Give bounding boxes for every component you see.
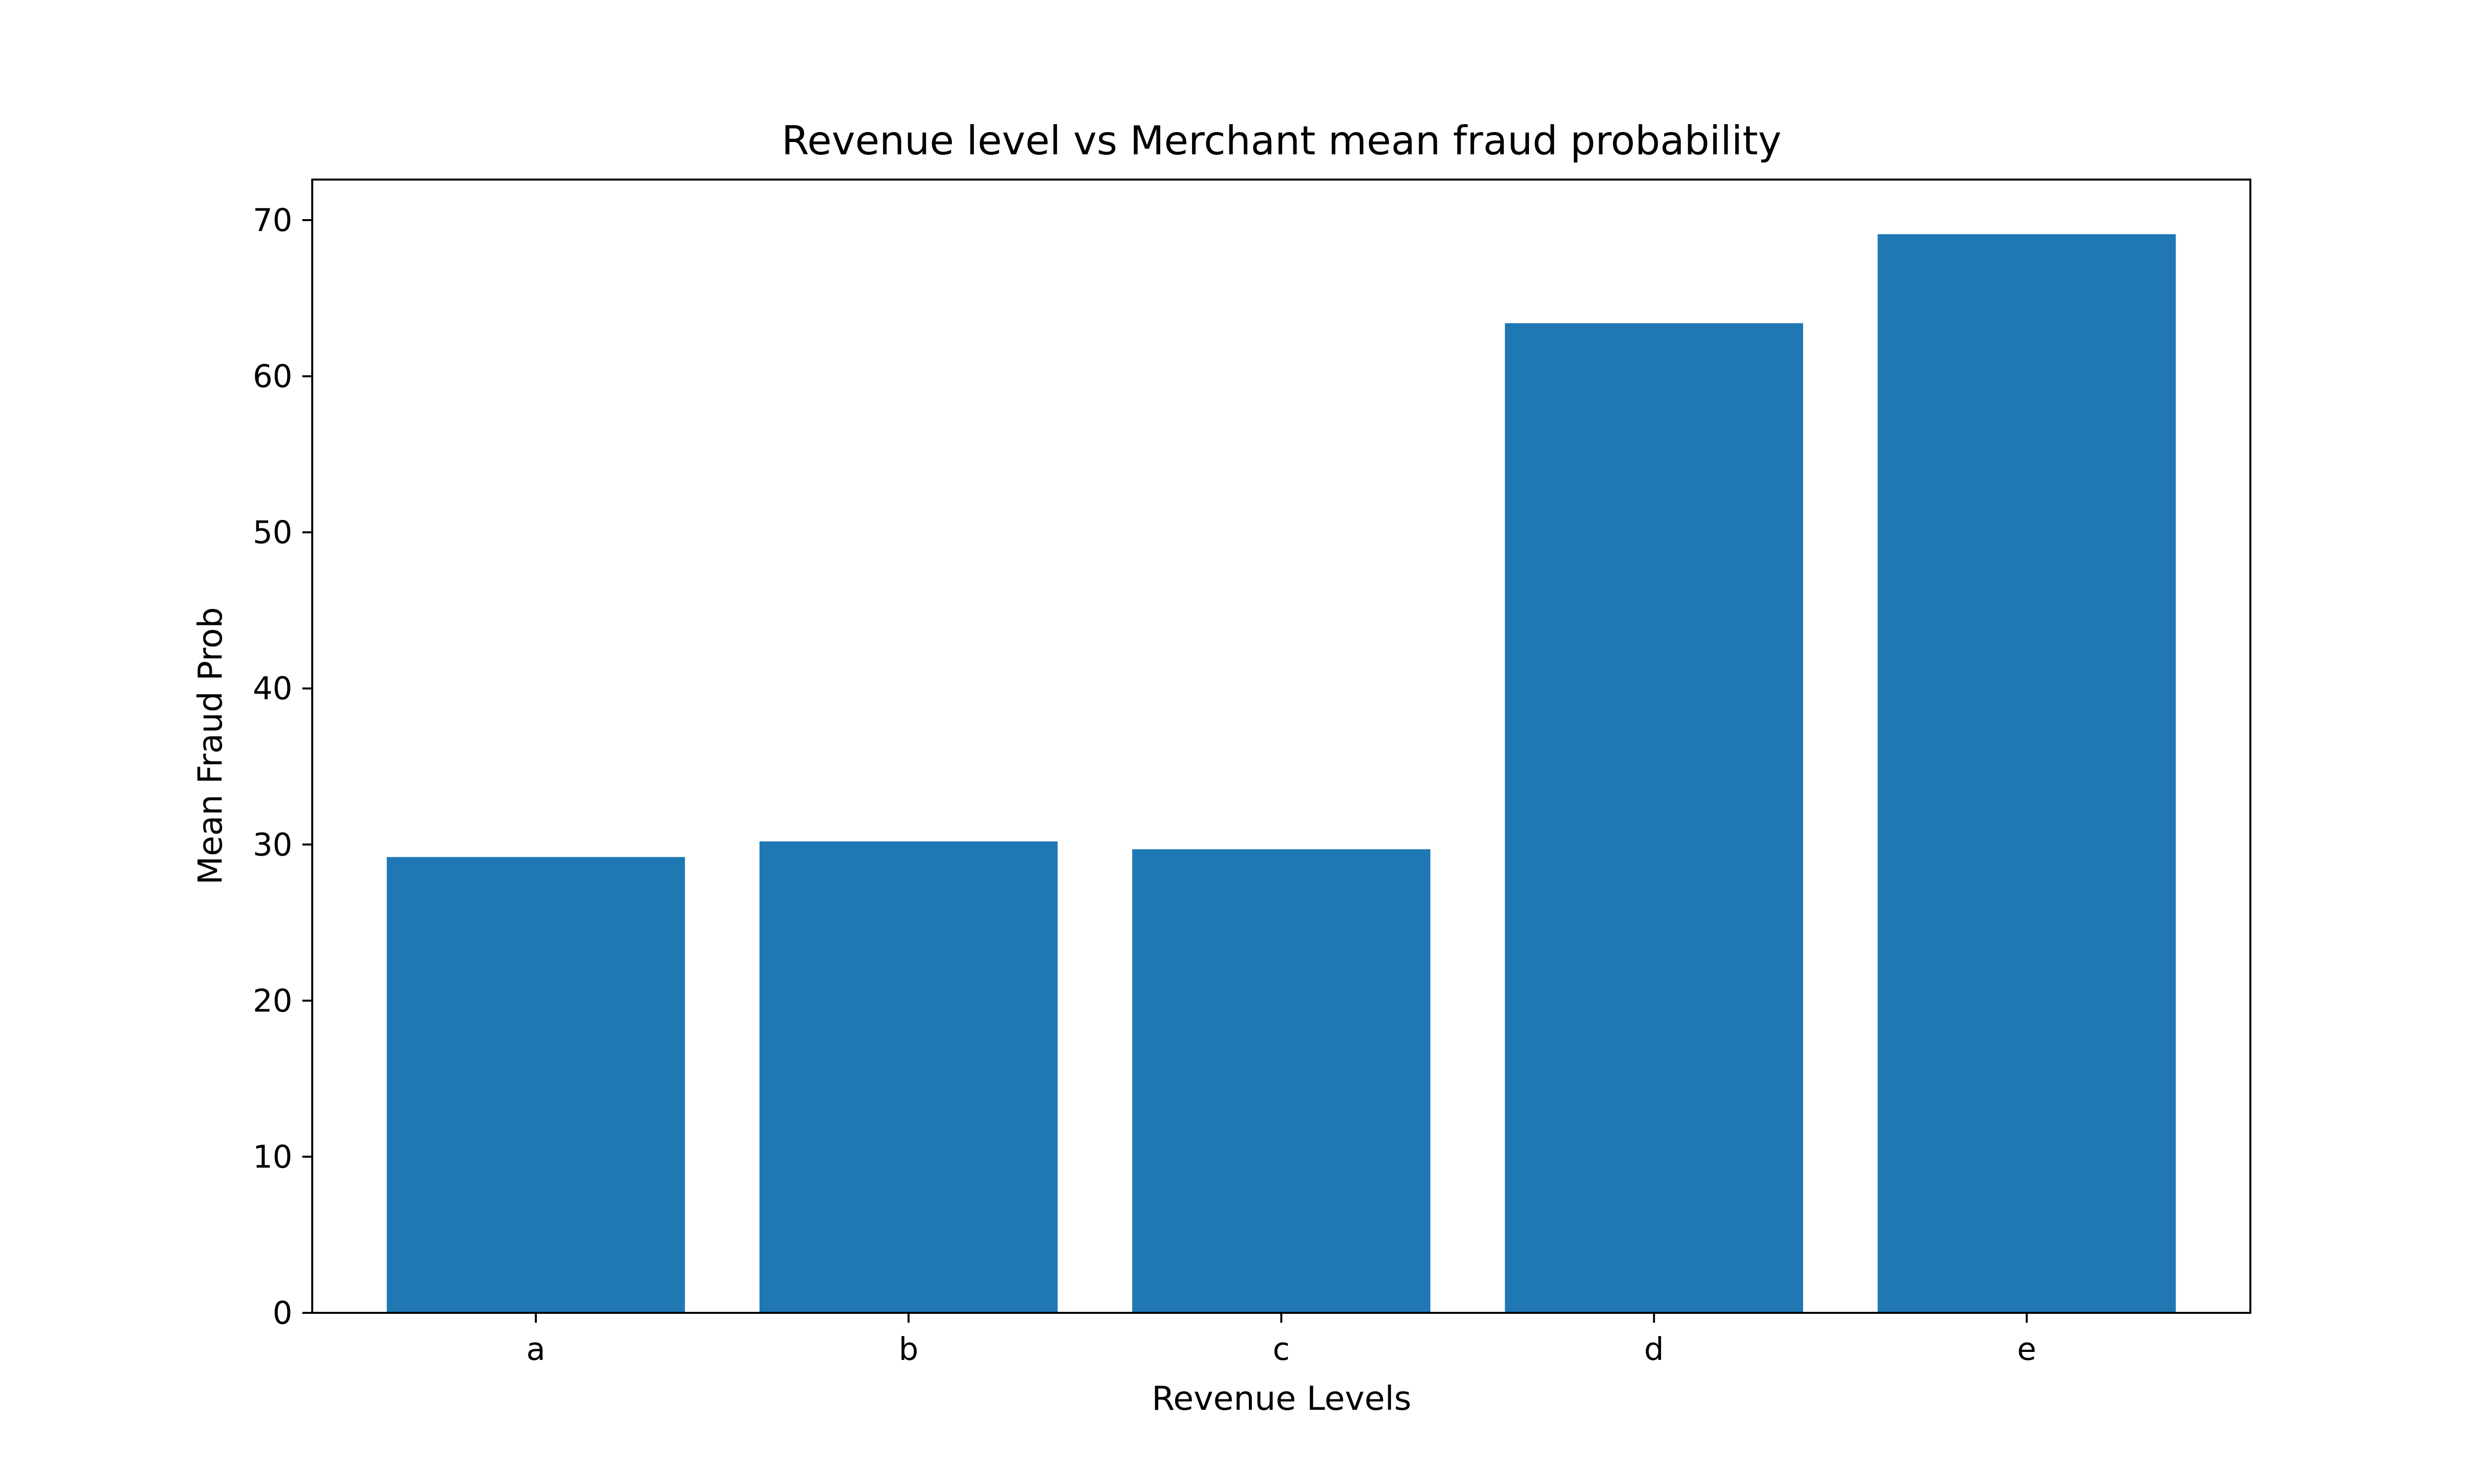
x-tick-label-e: e <box>2017 1331 2037 1367</box>
bar-e <box>1877 234 2176 1313</box>
y-axis: 0 10 20 30 40 50 60 70 <box>253 202 312 1331</box>
x-tick-label-b: b <box>899 1331 918 1367</box>
chart-title: Revenue level vs Merchant mean fraud pro… <box>782 118 1782 164</box>
y-tick-label-0: 0 <box>273 1295 292 1331</box>
y-tick-label-70: 70 <box>253 202 292 238</box>
y-tick-label-10: 10 <box>253 1139 292 1175</box>
bar-d <box>1505 323 1804 1313</box>
y-tick-label-40: 40 <box>253 671 292 707</box>
bar-c <box>1132 849 1430 1313</box>
y-tick-label-50: 50 <box>253 514 292 551</box>
y-axis-label: Mean Fraud Prob <box>191 607 230 884</box>
bar-a <box>386 857 685 1313</box>
x-tick-label-a: a <box>526 1331 546 1367</box>
bar-b <box>759 841 1058 1313</box>
x-axis: a b c d e <box>526 1313 2037 1367</box>
x-axis-label: Revenue Levels <box>1152 1379 1412 1418</box>
plot-area <box>386 234 2176 1313</box>
y-tick-label-30: 30 <box>253 827 292 863</box>
y-tick-label-60: 60 <box>253 359 292 395</box>
plot-frame <box>311 179 2251 1314</box>
x-tick-label-d: d <box>1644 1331 1664 1367</box>
y-tick-label-20: 20 <box>253 983 292 1019</box>
x-tick-label-c: c <box>1273 1331 1290 1367</box>
